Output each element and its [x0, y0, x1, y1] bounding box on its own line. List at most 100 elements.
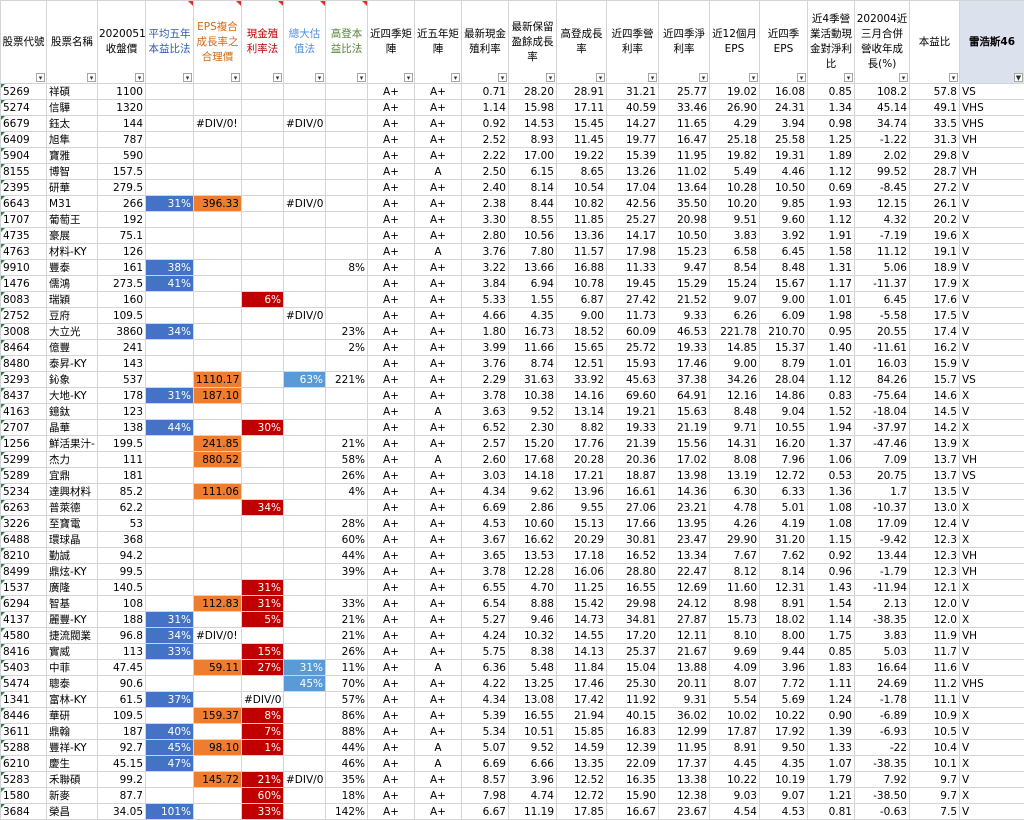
table-cell[interactable] — [194, 276, 242, 292]
table-cell[interactable]: 10.5 — [910, 724, 960, 740]
table-cell[interactable]: 1.11 — [808, 676, 855, 692]
table-cell[interactable]: A+ — [415, 436, 462, 452]
table-cell[interactable]: A+ — [415, 724, 462, 740]
table-cell[interactable]: 3.03 — [462, 468, 509, 484]
table-cell[interactable]: A+ — [415, 196, 462, 212]
table-cell[interactable]: 23% — [326, 324, 368, 340]
table-cell[interactable]: 廣隆 — [47, 580, 98, 596]
table-cell[interactable]: 10.02 — [710, 708, 760, 724]
table-cell[interactable]: 6.52 — [462, 420, 509, 436]
table-cell[interactable] — [146, 516, 194, 532]
table-cell[interactable]: 14.73 — [557, 612, 607, 628]
table-cell[interactable] — [146, 244, 194, 260]
table-cell[interactable]: 鈊象 — [47, 372, 98, 388]
table-cell[interactable]: 聰泰 — [47, 676, 98, 692]
table-cell[interactable]: 10.50 — [659, 228, 710, 244]
table-cell[interactable]: 豪展 — [47, 228, 98, 244]
table-cell[interactable]: 3860 — [98, 324, 146, 340]
filter-dropdown-icon[interactable]: ▾ — [231, 73, 240, 82]
table-cell[interactable]: 21.94 — [557, 708, 607, 724]
table-cell[interactable] — [242, 452, 284, 468]
table-cell[interactable]: A+ — [415, 132, 462, 148]
table-cell[interactable]: 6.66 — [509, 756, 557, 772]
column-header-1[interactable]: 股票名稱▾ — [47, 1, 98, 84]
table-cell[interactable]: 28.20 — [509, 84, 557, 100]
table-cell[interactable]: -1.78 — [855, 692, 910, 708]
table-cell[interactable] — [326, 292, 368, 308]
table-cell[interactable]: V — [960, 692, 1024, 708]
table-cell[interactable]: V — [960, 244, 1024, 260]
table-cell[interactable]: 慶生 — [47, 756, 98, 772]
table-cell[interactable]: 3.63 — [462, 404, 509, 420]
table-cell[interactable]: 6488 — [1, 532, 47, 548]
table-cell[interactable]: 88% — [326, 724, 368, 740]
table-cell[interactable]: V — [960, 148, 1024, 164]
table-cell[interactable]: 2.57 — [462, 436, 509, 452]
table-cell[interactable] — [194, 148, 242, 164]
table-cell[interactable] — [242, 564, 284, 580]
table-cell[interactable]: 49.1 — [910, 100, 960, 116]
table-cell[interactable]: 17.9 — [910, 276, 960, 292]
table-cell[interactable]: 12.16 — [710, 388, 760, 404]
table-cell[interactable]: 14.13 — [557, 644, 607, 660]
table-cell[interactable] — [326, 276, 368, 292]
table-cell[interactable]: 19.82 — [710, 148, 760, 164]
table-cell[interactable]: 37% — [146, 692, 194, 708]
table-cell[interactable]: 11.85 — [557, 212, 607, 228]
table-cell[interactable]: V — [960, 324, 1024, 340]
table-cell[interactable]: A+ — [415, 116, 462, 132]
column-header-17[interactable]: 近4季營業活動現金對淨利比▾ — [808, 1, 855, 84]
table-cell[interactable]: 45.15 — [98, 756, 146, 772]
table-cell[interactable] — [146, 212, 194, 228]
table-cell[interactable]: 10.38 — [509, 388, 557, 404]
table-cell[interactable]: A+ — [415, 84, 462, 100]
table-cell[interactable]: 96.8 — [98, 628, 146, 644]
table-cell[interactable]: 99.5 — [98, 564, 146, 580]
table-cell[interactable]: 60.09 — [607, 324, 659, 340]
table-cell[interactable]: 34% — [146, 628, 194, 644]
table-cell[interactable]: 15.20 — [509, 436, 557, 452]
table-cell[interactable]: 33% — [326, 596, 368, 612]
table-cell[interactable]: 12.69 — [659, 580, 710, 596]
table-cell[interactable]: 45.63 — [607, 372, 659, 388]
table-cell[interactable]: 26.90 — [710, 100, 760, 116]
table-cell[interactable]: 1.01 — [808, 292, 855, 308]
table-cell[interactable]: 17.09 — [855, 516, 910, 532]
table-cell[interactable]: 787 — [98, 132, 146, 148]
table-cell[interactable]: 4.74 — [509, 788, 557, 804]
table-cell[interactable]: 1.40 — [808, 340, 855, 356]
table-cell[interactable] — [194, 468, 242, 484]
table-cell[interactable]: 1.55 — [509, 292, 557, 308]
column-header-2[interactable]: 20200518收盤價▾ — [98, 1, 146, 84]
table-cell[interactable]: 40.59 — [607, 100, 659, 116]
table-cell[interactable]: 1256 — [1, 436, 47, 452]
table-cell[interactable]: 11.7 — [910, 644, 960, 660]
table-cell[interactable]: 1.91 — [808, 228, 855, 244]
table-cell[interactable]: 2.30 — [509, 420, 557, 436]
table-cell[interactable]: A+ — [368, 308, 415, 324]
column-header-13[interactable]: 近四季營利率▾ — [607, 1, 659, 84]
table-cell[interactable]: V — [960, 724, 1024, 740]
table-cell[interactable]: V — [960, 196, 1024, 212]
table-cell[interactable]: 10.22 — [710, 772, 760, 788]
table-cell[interactable] — [326, 148, 368, 164]
table-cell[interactable] — [146, 340, 194, 356]
table-cell[interactable]: 1707 — [1, 212, 47, 228]
table-cell[interactable]: A+ — [368, 244, 415, 260]
table-cell[interactable]: A+ — [368, 692, 415, 708]
table-cell[interactable]: 11.25 — [557, 580, 607, 596]
table-cell[interactable]: 1.36 — [808, 484, 855, 500]
table-cell[interactable]: 8.38 — [509, 644, 557, 660]
table-cell[interactable]: 1.01 — [808, 356, 855, 372]
table-cell[interactable]: 5283 — [1, 772, 47, 788]
table-cell[interactable] — [146, 500, 194, 516]
table-cell[interactable]: 34% — [242, 500, 284, 516]
table-cell[interactable]: 研華 — [47, 180, 98, 196]
table-cell[interactable]: 6.45 — [855, 292, 910, 308]
table-cell[interactable] — [146, 292, 194, 308]
table-cell[interactable]: 14.31 — [710, 436, 760, 452]
table-cell[interactable]: 11.66 — [509, 340, 557, 356]
table-cell[interactable]: #DIV/0! — [284, 196, 326, 212]
table-cell[interactable]: 8.74 — [509, 356, 557, 372]
table-cell[interactable] — [242, 228, 284, 244]
